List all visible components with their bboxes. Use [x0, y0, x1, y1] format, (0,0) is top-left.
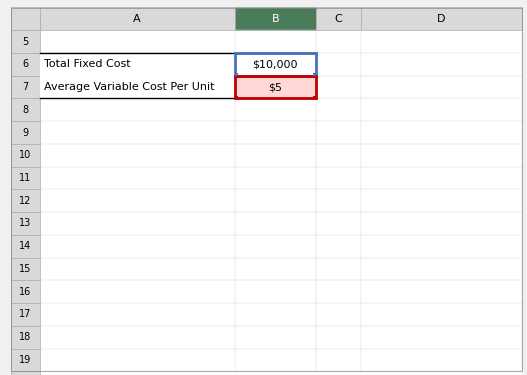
Bar: [40, 76, 235, 99]
Bar: [11, 280, 40, 303]
Bar: [11, 235, 522, 258]
Text: 7: 7: [22, 82, 28, 92]
Bar: [313, 53, 316, 55]
Bar: [11, 212, 522, 235]
Bar: [11, 99, 522, 121]
Text: C: C: [335, 14, 343, 24]
Bar: [11, 371, 522, 375]
Bar: [313, 74, 316, 76]
Bar: [11, 280, 522, 303]
Bar: [11, 258, 522, 280]
Text: Total Fixed Cost: Total Fixed Cost: [44, 59, 130, 69]
Text: D: D: [437, 14, 446, 24]
Bar: [235, 74, 238, 76]
Bar: [235, 53, 238, 55]
Text: 17: 17: [19, 309, 31, 320]
Bar: [11, 121, 40, 144]
Bar: [11, 99, 40, 121]
Text: 14: 14: [19, 241, 31, 251]
Bar: [11, 303, 522, 326]
Bar: [11, 166, 40, 189]
Bar: [316, 8, 361, 30]
Bar: [235, 8, 316, 30]
Text: 11: 11: [19, 173, 31, 183]
Bar: [40, 8, 235, 30]
Text: Average Variable Cost Per Unit: Average Variable Cost Per Unit: [44, 82, 214, 92]
Bar: [11, 30, 40, 53]
Bar: [11, 53, 40, 76]
Bar: [11, 189, 40, 212]
Text: 13: 13: [19, 219, 31, 228]
Bar: [11, 326, 522, 348]
Bar: [361, 8, 522, 30]
Bar: [235, 76, 238, 78]
Text: B: B: [271, 14, 279, 24]
Bar: [11, 212, 40, 235]
Bar: [11, 76, 40, 99]
Bar: [313, 76, 316, 78]
Bar: [11, 144, 522, 166]
Bar: [11, 189, 522, 212]
Text: 12: 12: [19, 196, 31, 206]
Bar: [11, 166, 522, 189]
Bar: [11, 121, 522, 144]
Text: 19: 19: [19, 355, 31, 365]
Bar: [11, 76, 522, 99]
Text: 18: 18: [19, 332, 31, 342]
Bar: [313, 96, 316, 99]
Text: 16: 16: [19, 286, 31, 297]
Bar: [235, 53, 316, 76]
Bar: [235, 76, 316, 99]
Bar: [11, 326, 40, 348]
Bar: [11, 235, 40, 258]
Text: $10,000: $10,000: [252, 59, 298, 69]
Text: 5: 5: [22, 37, 28, 46]
Bar: [11, 348, 40, 371]
Text: 9: 9: [22, 128, 28, 138]
Bar: [11, 348, 522, 371]
Bar: [11, 53, 522, 76]
Bar: [11, 258, 40, 280]
Bar: [235, 96, 238, 99]
Text: 6: 6: [22, 59, 28, 69]
Bar: [11, 371, 40, 375]
Text: A: A: [133, 14, 141, 24]
Bar: [11, 8, 40, 30]
Bar: [11, 144, 40, 166]
Text: 15: 15: [19, 264, 31, 274]
Bar: [11, 303, 40, 326]
Bar: [40, 53, 235, 76]
Bar: [11, 30, 522, 53]
Text: 8: 8: [22, 105, 28, 115]
Text: 10: 10: [19, 150, 31, 160]
Text: $5: $5: [268, 82, 282, 92]
